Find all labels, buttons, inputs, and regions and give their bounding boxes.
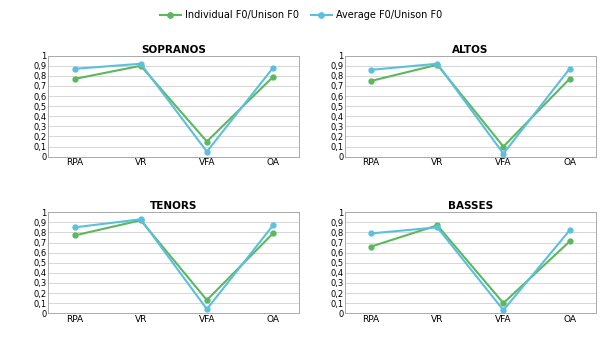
- Individual F0/Unison F0: [137, 218, 144, 222]
- Line: Individual F0/Unison F0: Individual F0/Unison F0: [72, 218, 276, 302]
- Average F0/Unison F0: [269, 66, 276, 70]
- Individual F0/Unison F0: [433, 63, 441, 67]
- Average F0/Unison F0: [71, 225, 78, 229]
- Average F0/Unison F0: [433, 225, 441, 229]
- Individual F0/Unison F0: [368, 244, 375, 248]
- Average F0/Unison F0: [566, 67, 573, 71]
- Line: Average F0/Unison F0: Average F0/Unison F0: [72, 61, 276, 154]
- Individual F0/Unison F0: [71, 77, 78, 81]
- Line: Individual F0/Unison F0: Individual F0/Unison F0: [72, 63, 276, 144]
- Individual F0/Unison F0: [566, 77, 573, 81]
- Average F0/Unison F0: [137, 62, 144, 66]
- Individual F0/Unison F0: [269, 231, 276, 236]
- Average F0/Unison F0: [500, 151, 507, 156]
- Individual F0/Unison F0: [137, 64, 144, 68]
- Average F0/Unison F0: [566, 228, 573, 232]
- Individual F0/Unison F0: [500, 144, 507, 149]
- Individual F0/Unison F0: [71, 234, 78, 238]
- Line: Average F0/Unison F0: Average F0/Unison F0: [368, 225, 572, 313]
- Individual F0/Unison F0: [269, 75, 276, 79]
- Average F0/Unison F0: [500, 308, 507, 312]
- Average F0/Unison F0: [203, 150, 211, 154]
- Average F0/Unison F0: [368, 231, 375, 236]
- Individual F0/Unison F0: [368, 79, 375, 83]
- Individual F0/Unison F0: [566, 239, 573, 244]
- Line: Average F0/Unison F0: Average F0/Unison F0: [72, 217, 276, 311]
- Average F0/Unison F0: [269, 223, 276, 228]
- Line: Individual F0/Unison F0: Individual F0/Unison F0: [368, 62, 572, 149]
- Average F0/Unison F0: [137, 217, 144, 221]
- Title: ALTOS: ALTOS: [452, 45, 488, 55]
- Average F0/Unison F0: [368, 68, 375, 72]
- Title: BASSES: BASSES: [448, 201, 493, 212]
- Line: Individual F0/Unison F0: Individual F0/Unison F0: [368, 223, 572, 306]
- Average F0/Unison F0: [71, 67, 78, 71]
- Individual F0/Unison F0: [203, 140, 211, 144]
- Individual F0/Unison F0: [203, 298, 211, 302]
- Average F0/Unison F0: [203, 307, 211, 311]
- Individual F0/Unison F0: [500, 301, 507, 305]
- Line: Average F0/Unison F0: Average F0/Unison F0: [368, 61, 572, 156]
- Title: TENORS: TENORS: [150, 201, 197, 212]
- Average F0/Unison F0: [433, 62, 441, 66]
- Title: SOPRANOS: SOPRANOS: [141, 45, 206, 55]
- Legend: Individual F0/Unison F0, Average F0/Unison F0: Individual F0/Unison F0, Average F0/Unis…: [156, 7, 446, 24]
- Individual F0/Unison F0: [433, 223, 441, 228]
